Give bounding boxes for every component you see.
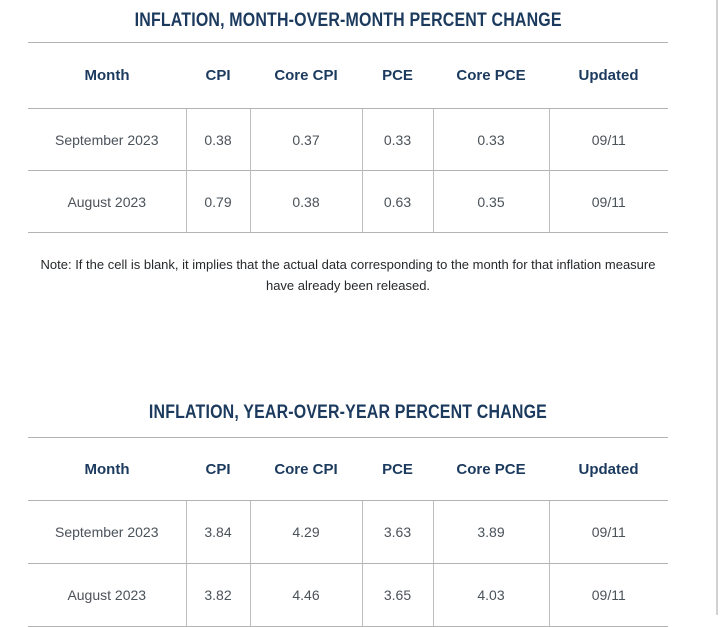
pce-cell: 0.33 (361, 108, 433, 171)
mom-inflation-table: Month CPI Core CPI PCE Core PCE Updated … (28, 42, 668, 233)
pce-cell: 0.63 (361, 170, 433, 233)
column-header-core-cpi: Core CPI (250, 42, 362, 109)
table-row: September 2023 3.84 4.29 3.63 3.89 09/11 (28, 500, 668, 564)
month-cell: September 2023 (28, 500, 186, 564)
column-header-pce: PCE (362, 42, 433, 109)
updated-cell: 09/11 (548, 500, 668, 564)
cpi-cell: 3.84 (185, 500, 250, 564)
column-header-updated: Updated (549, 42, 668, 109)
yoy-table-title: INFLATION, YEAR-OVER-YEAR PERCENT CHANGE (28, 392, 668, 425)
column-header-month: Month (28, 42, 186, 109)
page: INFLATION, MONTH-OVER-MONTH PERCENT CHAN… (28, 0, 718, 627)
cpi-cell: 0.38 (185, 108, 250, 171)
month-cell: August 2023 (28, 170, 186, 233)
column-header-cpi: CPI (186, 42, 250, 109)
content-area: INFLATION, MONTH-OVER-MONTH PERCENT CHAN… (28, 0, 668, 627)
column-header-pce: PCE (362, 437, 433, 501)
column-header-core-cpi: Core CPI (250, 437, 362, 501)
core-cpi-cell: 0.38 (249, 170, 362, 233)
table-row: August 2023 3.82 4.46 3.65 4.03 09/11 (28, 563, 668, 627)
core-pce-cell: 0.33 (432, 108, 549, 171)
column-header-core-pce: Core PCE (433, 42, 549, 109)
column-header-cpi: CPI (186, 437, 250, 501)
pce-cell: 3.63 (361, 500, 433, 564)
column-header-month: Month (28, 437, 186, 501)
pce-cell: 3.65 (361, 563, 433, 627)
table-row: September 2023 0.38 0.37 0.33 0.33 09/11 (28, 108, 668, 171)
cpi-cell: 3.82 (185, 563, 250, 627)
yoy-table-header-row: Month CPI Core CPI PCE Core PCE Updated (28, 437, 668, 501)
core-cpi-cell: 0.37 (249, 108, 362, 171)
yoy-inflation-section: INFLATION, YEAR-OVER-YEAR PERCENT CHANGE… (28, 392, 668, 627)
mom-table-title: INFLATION, MONTH-OVER-MONTH PERCENT CHAN… (28, 0, 668, 33)
mom-table-title-text: INFLATION, MONTH-OVER-MONTH PERCENT CHAN… (134, 10, 562, 31)
mom-table-header-row: Month CPI Core CPI PCE Core PCE Updated (28, 42, 668, 109)
table-row: August 2023 0.79 0.38 0.63 0.35 09/11 (28, 170, 668, 233)
updated-cell: 09/11 (548, 563, 668, 627)
core-pce-cell: 4.03 (432, 563, 549, 627)
yoy-table-title-text: INFLATION, YEAR-OVER-YEAR PERCENT CHANGE (148, 402, 548, 423)
column-header-updated: Updated (549, 437, 668, 501)
cpi-cell: 0.79 (185, 170, 250, 233)
core-cpi-cell: 4.29 (249, 500, 362, 564)
column-header-core-pce: Core PCE (433, 437, 549, 501)
core-cpi-cell: 4.46 (249, 563, 362, 627)
month-cell: August 2023 (28, 563, 186, 627)
updated-cell: 09/11 (548, 170, 668, 233)
updated-cell: 09/11 (548, 108, 668, 171)
month-cell: September 2023 (28, 108, 186, 171)
core-pce-cell: 0.35 (432, 170, 549, 233)
blank-cell-note: Note: If the cell is blank, it implies t… (40, 257, 656, 293)
core-pce-cell: 3.89 (432, 500, 549, 564)
mom-inflation-section: INFLATION, MONTH-OVER-MONTH PERCENT CHAN… (28, 0, 668, 296)
yoy-inflation-table: Month CPI Core CPI PCE Core PCE Updated … (28, 437, 668, 627)
